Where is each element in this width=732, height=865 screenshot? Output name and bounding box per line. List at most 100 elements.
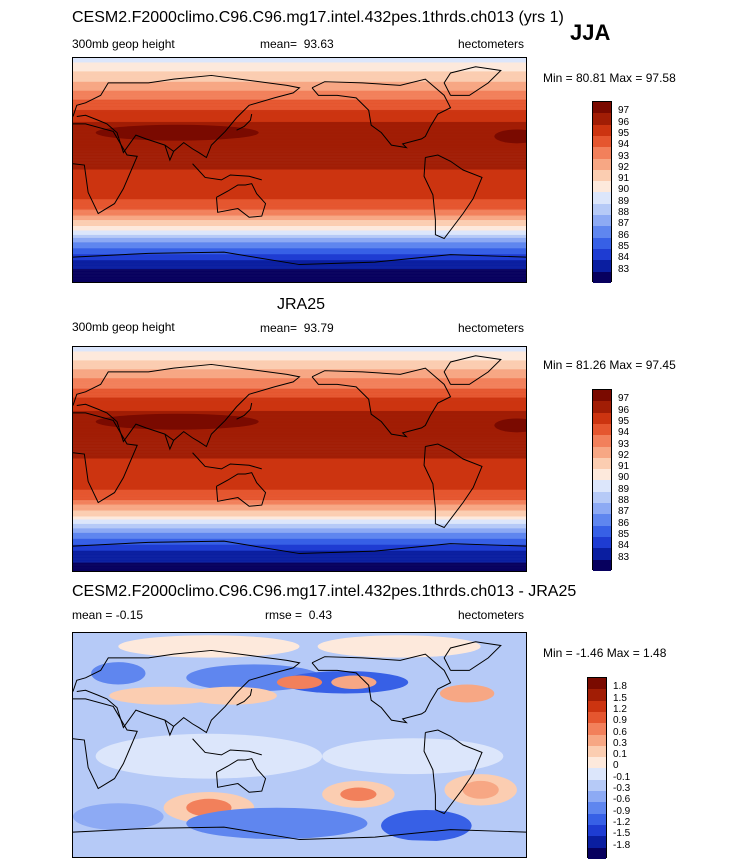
coastline (443, 355, 502, 385)
coastline (236, 113, 253, 131)
contour-band (73, 181, 526, 184)
contour-band (73, 515, 526, 517)
colorbar-tick-label: 86 (618, 517, 630, 529)
colorbar-tick-label: 92 (618, 161, 630, 173)
contour-anomaly (381, 809, 472, 842)
contour-band (73, 228, 526, 231)
contour-band (73, 437, 526, 440)
contour-band (73, 242, 526, 245)
coastline (423, 154, 483, 240)
colorbar-swatch (593, 390, 611, 402)
colorbar-swatch (593, 226, 611, 238)
panel2-units: hectometers (458, 321, 525, 335)
coastline (164, 144, 175, 162)
contour-band (73, 427, 526, 430)
contour-band (73, 221, 526, 224)
contour-band (73, 442, 526, 444)
colorbar-tick-label: 83 (618, 551, 630, 563)
contour-band (73, 68, 526, 71)
colorbar-tick-label: 95 (618, 127, 630, 139)
contour-band (73, 60, 526, 63)
contour-band (73, 202, 526, 204)
contour-band (73, 75, 526, 78)
contour-band (73, 178, 526, 181)
contour-anomaly (276, 675, 323, 689)
contour-band (73, 236, 526, 239)
contour-band (73, 260, 526, 262)
contour-band (73, 568, 526, 571)
colorbar-swatch (593, 271, 611, 284)
contour-band (73, 220, 526, 222)
contour-band (73, 226, 526, 228)
contour-anomaly (331, 675, 377, 689)
contour-anomaly (186, 807, 368, 840)
contour-band (73, 170, 526, 173)
colorbar-tick-label: 0.1 (613, 749, 627, 761)
contour-band (73, 464, 526, 467)
contour-band (73, 425, 526, 428)
contour-band (73, 203, 526, 206)
colorbar-tick-label: 88 (618, 207, 630, 218)
panel2-title: JRA25 (277, 296, 326, 313)
contour-band (73, 129, 526, 132)
contour-band (73, 452, 526, 455)
contour-band (73, 279, 526, 282)
contour-band (73, 121, 526, 124)
colorbar-box (592, 389, 612, 572)
contour-band (73, 500, 526, 502)
contour-band (73, 378, 526, 381)
contour-band (73, 357, 526, 360)
colorbar-tick-label: 95 (618, 415, 630, 427)
contour-band (73, 81, 526, 84)
contour-band (73, 529, 526, 532)
contour-band (73, 188, 526, 191)
colorbar-tick-label: 94 (618, 427, 630, 439)
colorbar-tick-label: 0.6 (613, 726, 627, 738)
contour-band (73, 275, 526, 277)
contour-band (73, 148, 526, 151)
contour-anomaly (186, 686, 277, 705)
contour-band (73, 249, 526, 252)
contour-band (73, 190, 526, 193)
contour-band (73, 248, 526, 251)
contour-band (73, 381, 526, 383)
contour-band (73, 561, 526, 563)
panel1-units: hectometers (458, 37, 525, 51)
colorbar-swatch (593, 169, 611, 182)
contour-band (73, 436, 526, 438)
contour-band (73, 133, 526, 136)
colorbar-tick-label: 1.2 (613, 703, 627, 715)
colorbar-tick-label: 86 (618, 229, 630, 241)
contour-band (73, 440, 526, 443)
contour-band (73, 360, 526, 363)
contour-anomaly (95, 733, 323, 779)
panel3-units: hectometers (458, 608, 525, 622)
coastline (236, 688, 253, 706)
colorbar-box (587, 677, 607, 860)
colorbar-tick-label: 96 (618, 404, 630, 416)
contour-band (73, 267, 526, 270)
coastline (311, 367, 452, 438)
colorbar-swatch (588, 711, 606, 724)
contour-band (73, 555, 526, 557)
colorbar-tick-label: -1.5 (613, 828, 631, 840)
panel2-variable: 300mb geop height (72, 320, 175, 334)
contour-band (73, 199, 526, 202)
contour-band (73, 58, 526, 60)
contour-band (73, 156, 526, 158)
contour-high-asia (95, 413, 259, 430)
contour-band (73, 205, 526, 207)
colorbar-tick-label: -1.2 (613, 816, 631, 828)
contour-band (73, 509, 526, 511)
contour-band (73, 480, 526, 483)
colorbar-tick-label: 85 (618, 528, 630, 540)
contour-band (73, 418, 526, 421)
contour-band (73, 549, 526, 551)
contour-high-atlantic (494, 418, 526, 433)
contour-band (73, 570, 526, 571)
contour-band (73, 455, 526, 458)
contour-band (73, 373, 526, 376)
contour-band (73, 402, 526, 404)
contour-band (73, 446, 526, 449)
contour-band (73, 522, 526, 525)
